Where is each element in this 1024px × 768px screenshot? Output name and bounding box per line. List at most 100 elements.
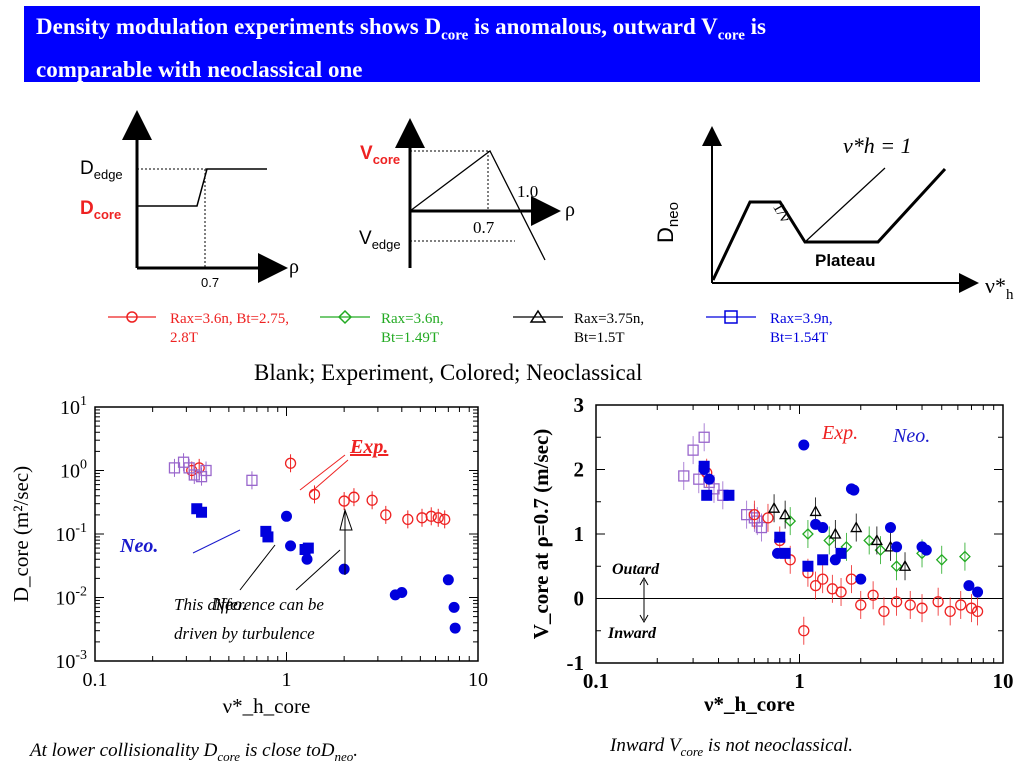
data-point	[262, 531, 274, 543]
data-point	[972, 586, 984, 598]
data-point	[723, 489, 735, 501]
title-banner	[24, 6, 980, 82]
data-point	[971, 605, 984, 618]
data-point	[802, 560, 814, 572]
dneo-sketch: ν*h = 1 1/ν Plateau Dneo ν*h	[653, 126, 1014, 303]
data-point	[380, 509, 392, 521]
data-point	[848, 484, 860, 496]
turbulence-note: This difference can be	[174, 595, 324, 614]
turbulence-note: driven by turbulence	[174, 624, 315, 643]
v-edge-label: Vedge	[359, 228, 401, 252]
neo-annotation-2: Neo.	[212, 594, 247, 614]
exp-arrow	[299, 454, 346, 491]
x-tick-label: 1	[794, 669, 805, 693]
data-point	[809, 579, 822, 592]
y-tick-label: 100	[60, 458, 87, 483]
inverse-nu-label: 1/ν	[769, 200, 794, 226]
data-point	[302, 542, 314, 554]
data-point	[965, 602, 978, 614]
exp-annotation: Exp.	[821, 422, 858, 444]
inward-label: Inward	[607, 625, 657, 642]
data-point	[284, 457, 297, 469]
neo-annotation: Neo.	[892, 425, 930, 447]
data-point	[898, 559, 912, 571]
outward-label: Outard	[612, 561, 660, 578]
legend-marker-triangle	[529, 309, 547, 323]
neo-annotation: Neo.	[119, 535, 158, 557]
data-point	[196, 506, 208, 518]
data-point	[442, 574, 454, 586]
y-tick-label: 10-3	[55, 648, 87, 673]
data-point	[703, 473, 715, 485]
y-axis-label: V_core at ρ=0.7 (m/sec)	[529, 429, 553, 640]
page-title: Density modulation experiments shows Dco…	[36, 14, 767, 82]
data-point	[944, 605, 956, 618]
data-point	[867, 589, 879, 601]
y-tick-label: 2	[574, 458, 585, 482]
exp-annotation: Exp.	[349, 436, 388, 458]
nu-h-eq-label: ν*h = 1	[843, 133, 912, 158]
legend-entry-3: Rax=3.75n, Bt=1.5T	[574, 311, 645, 346]
data-point	[779, 508, 792, 520]
data-point	[835, 547, 847, 559]
data-point	[916, 602, 928, 614]
data-point	[246, 474, 258, 486]
v-profile-sketch: Vcore Vedge 1.0 0.7 ρ	[359, 118, 575, 268]
data-point	[802, 528, 814, 540]
data-point	[890, 596, 903, 608]
left-caption: At lower collisionality Dcore is close t…	[30, 740, 358, 764]
v-core-scatter-chart: 0.1 1 10 -1 0 1 2 3 V_core at ρ=0.7 (m/sec) ν*_h_…	[529, 393, 1014, 716]
data-point	[963, 580, 975, 592]
legend-entry-1: Rax=3.6n, Bt=2.75, 2.8T	[170, 311, 290, 346]
data-point	[817, 554, 829, 566]
rho-label: ρ	[289, 256, 299, 278]
data-point	[449, 622, 461, 634]
nu-line	[804, 167, 886, 243]
right-caption: Inward Vcore is not neoclassical.	[610, 735, 854, 759]
data-point	[855, 599, 867, 611]
neo-arrow	[192, 529, 241, 554]
y-tick-label: 1	[574, 522, 585, 546]
data-point	[698, 431, 710, 443]
data-point	[878, 605, 890, 618]
legend-marker-circle	[126, 311, 138, 323]
data-point	[338, 495, 350, 507]
y-tick-label: 3	[574, 393, 585, 417]
data-point	[687, 444, 699, 456]
data-point	[884, 522, 896, 534]
data-point	[863, 534, 876, 547]
data-point	[708, 483, 720, 495]
d-core-label: Dcore	[80, 198, 121, 222]
d-edge-label: Dedge	[80, 158, 123, 182]
data-point	[817, 573, 829, 585]
data-point	[425, 510, 437, 522]
y-tick-label: 10-2	[55, 585, 87, 610]
tick-label: 1.0	[517, 182, 538, 201]
rho-label: ρ	[565, 199, 575, 221]
data-point	[809, 505, 822, 517]
x-tick-label: 0.1	[83, 669, 108, 691]
x-tick-label: 1	[282, 669, 292, 691]
data-point	[200, 464, 212, 477]
data-point	[932, 596, 944, 608]
data-point	[762, 512, 774, 524]
x-axis-label: ν*_h_core	[703, 692, 795, 716]
data-point	[751, 515, 763, 527]
data-point	[448, 601, 460, 613]
dneo-curve	[711, 167, 947, 281]
v-profile-line	[409, 150, 546, 261]
data-point	[850, 521, 863, 533]
legend-marker-diamond	[337, 309, 353, 325]
data-point	[784, 515, 797, 528]
data-point	[798, 625, 810, 637]
y-axis-label: D_core (m²/sec)	[9, 466, 33, 602]
data-point	[829, 527, 842, 539]
data-point	[870, 534, 883, 546]
data-point	[855, 573, 867, 585]
data-point	[767, 501, 781, 513]
data-point	[396, 586, 408, 598]
x-tick-label: 10	[993, 669, 1014, 693]
data-point	[698, 460, 710, 472]
x-tick-label: 10	[468, 669, 488, 691]
legend-entry-2: Rax=3.6n, Bt=1.49T	[381, 311, 444, 346]
